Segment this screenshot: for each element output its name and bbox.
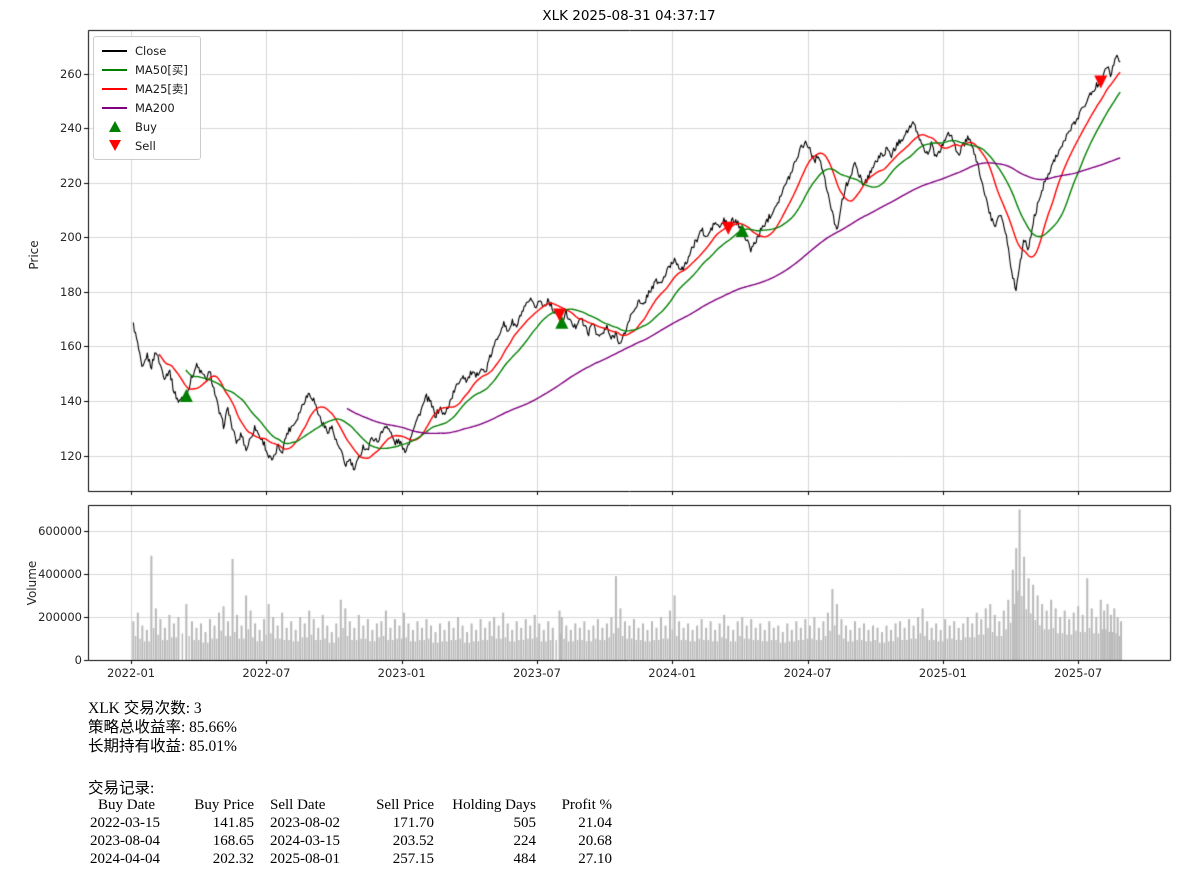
volume-tick-label: 600000 [38, 524, 82, 538]
price-tick-label: 240 [60, 121, 82, 136]
trade-cell: 2023-08-02 [270, 815, 340, 831]
x-tick-label: 2024-07 [783, 666, 832, 680]
legend-line-swatch [102, 68, 127, 71]
price-tick-label: 260 [60, 66, 82, 81]
trades-header-cell: Buy Date [98, 797, 156, 813]
legend-label: MA200 [135, 100, 175, 115]
strategy-return-line: 策略总收益率: 85.66% [88, 719, 237, 736]
price-tick-label: 220 [60, 175, 82, 190]
legend-label: MA25[卖] [135, 81, 188, 96]
legend-swatch [102, 121, 127, 132]
legend-label: Sell [135, 138, 156, 153]
trade-cell: 2022-03-15 [90, 815, 160, 831]
legend-item: MA200 [102, 100, 188, 115]
legend-line-swatch [102, 49, 127, 52]
legend-item: Sell [102, 138, 188, 153]
trade-cell: 27.10 [578, 851, 612, 867]
trade-records-title: 交易记录: [88, 780, 155, 797]
trades-header-cell: Sell Date [270, 797, 326, 813]
trade-cell: 21.04 [578, 815, 612, 831]
trades-header-cell: Sell Price [376, 797, 434, 813]
trade-count-line: XLK 交易次数: 3 [88, 700, 202, 717]
legend-label: Close [135, 43, 167, 58]
legend-swatch [102, 87, 127, 90]
price-tick-label: 160 [60, 339, 82, 354]
volume-axis-label: Volume [25, 560, 39, 606]
trade-cell: 257.15 [392, 851, 434, 867]
trade-cell: 224 [513, 833, 537, 849]
x-tick-label: 2024-01 [648, 666, 697, 680]
trade-cell: 202.32 [212, 851, 254, 867]
volume-tick-label: 200000 [38, 610, 82, 624]
volume-tick-label: 0 [74, 653, 82, 667]
price-tick-label: 120 [60, 448, 82, 463]
trade-row: 2023-08-04 168.65 2024-03-15 203.52 224 20.68 [88, 832, 612, 850]
trade-cell: 484 [513, 851, 537, 867]
trade-cell: 171.70 [392, 815, 434, 831]
legend-label: Buy [135, 119, 157, 134]
x-tick-label: 2022-07 [242, 666, 291, 680]
strategy-stats: XLK 交易次数: 3 策略总收益率: 85.66% 长期持有收益: 85.01… [88, 699, 237, 756]
chart-annotations: XLK 2025-08-31 04:37:17 Price Volume Clo… [25, 8, 1103, 680]
trade-cell: 2023-08-04 [90, 833, 160, 849]
trades-header-cell: Buy Price [194, 797, 254, 813]
price-tick-label: 180 [60, 284, 82, 299]
sell-marker-icon [108, 140, 121, 151]
legend-label: MA50[买] [135, 62, 188, 77]
legend-item: Buy [102, 119, 188, 134]
trade-records-table: Buy Date Buy Price Sell Date Sell Price Hold… [88, 796, 612, 868]
trade-cell: 2025-08-01 [270, 851, 340, 867]
legend-item: MA50[买] [102, 62, 188, 77]
trade-cell: 505 [513, 815, 537, 831]
trade-row: 2022-03-15 141.85 2023-08-02 171.70 505 21.04 [88, 814, 612, 832]
chart-title: XLK 2025-08-31 04:37:17 [542, 8, 716, 24]
trades-header-row: Buy Date Buy Price Sell Date Sell Price Hold… [88, 796, 612, 814]
volume-tick-label: 400000 [38, 567, 82, 581]
legend-swatch [102, 106, 127, 109]
price-tick-label: 140 [60, 393, 82, 408]
x-tick-label: 2025-07 [1054, 666, 1103, 680]
x-tick-label: 2022-01 [107, 666, 156, 680]
legend-item: MA25[卖] [102, 81, 188, 96]
chart-legend: Close MA50[买] MA25[卖] MA200 Buy Sell [93, 36, 201, 160]
legend-line-swatch [102, 106, 127, 109]
legend-line-swatch [102, 87, 127, 90]
price-tick-label: 200 [60, 230, 82, 245]
legend-item: Close [102, 43, 188, 58]
buy-marker-icon [108, 121, 121, 132]
trade-cell: 2024-03-15 [270, 833, 340, 849]
x-tick-label: 2025-01 [918, 666, 967, 680]
price-axis-label: Price [27, 240, 41, 270]
trade-cell: 203.52 [392, 833, 434, 849]
trade-cell: 20.68 [578, 833, 612, 849]
legend-swatch [102, 68, 127, 71]
trade-row: 2024-04-04 202.32 2025-08-01 257.15 484 27.10 [88, 850, 612, 868]
legend-swatch [102, 49, 127, 52]
trades-header-cell: Holding Days [452, 797, 536, 813]
x-tick-label: 2023-07 [512, 666, 562, 680]
trades-header-cell: Profit % [561, 797, 612, 813]
trade-cell: 168.65 [212, 833, 254, 849]
x-tick-label: 2023-01 [377, 666, 426, 680]
hold-return-line: 长期持有收益: 85.01% [88, 738, 237, 755]
trade-cell: 2024-04-04 [90, 851, 160, 867]
legend-swatch [102, 140, 127, 151]
trade-cell: 141.85 [212, 815, 254, 831]
